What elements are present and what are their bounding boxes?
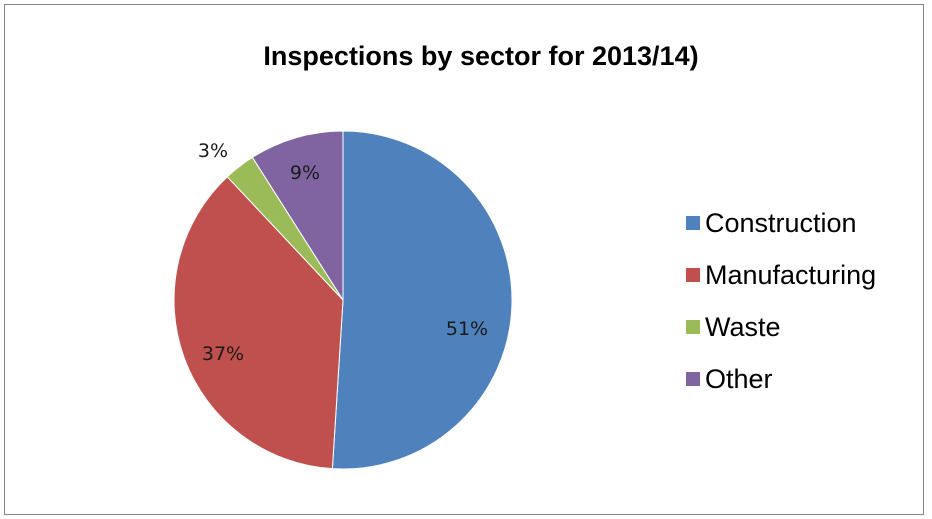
pie-chart: Inspections by sector for 2013/14) 51% 37… bbox=[173, 41, 876, 470]
pie-slice-other bbox=[251, 130, 344, 302]
pie-data-labels: 51% 37% 3% 9% bbox=[198, 140, 488, 365]
legend-swatch-waste bbox=[686, 320, 700, 334]
data-label-waste: 3% bbox=[198, 140, 228, 162]
pie-slices bbox=[173, 130, 513, 470]
legend-swatch-other bbox=[686, 372, 700, 386]
chart-title: Inspections by sector for 2013/14) bbox=[263, 41, 698, 71]
legend-label-construction: Construction bbox=[705, 208, 857, 238]
legend-label-other: Other bbox=[705, 364, 773, 394]
legend-swatch-construction bbox=[686, 216, 700, 230]
data-label-construction: 51% bbox=[446, 318, 488, 340]
legend-label-waste: Waste bbox=[705, 312, 781, 342]
legend-swatch-manufacturing bbox=[686, 268, 700, 282]
legend-label-manufacturing: Manufacturing bbox=[705, 260, 876, 290]
data-label-manufacturing: 37% bbox=[202, 343, 244, 365]
pie-slice-manufacturing bbox=[173, 176, 344, 470]
chart-area: Inspections by sector for 2013/14) 51% 37… bbox=[4, 4, 924, 515]
data-label-other: 9% bbox=[290, 162, 320, 184]
pie-slice-construction bbox=[331, 130, 513, 470]
legend: Construction Manufacturing Waste Other bbox=[686, 208, 876, 394]
